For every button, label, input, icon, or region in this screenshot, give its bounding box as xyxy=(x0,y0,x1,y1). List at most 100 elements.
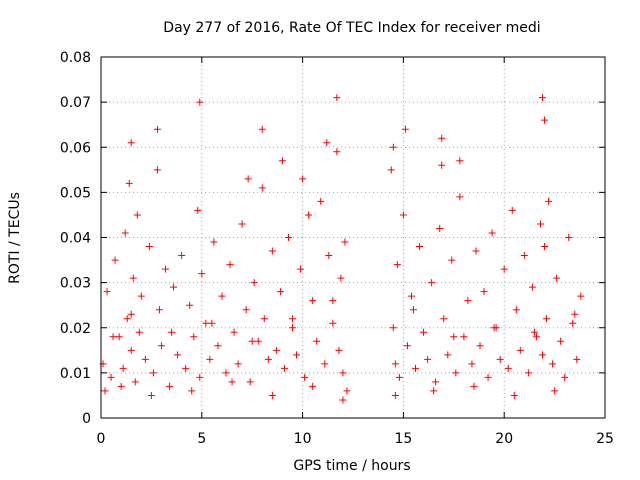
data-point xyxy=(444,351,452,359)
x-tick-label: 5 xyxy=(197,431,206,447)
data-point xyxy=(214,342,222,350)
data-point xyxy=(337,274,345,282)
data-point xyxy=(401,125,409,133)
data-point xyxy=(190,333,198,341)
data-point xyxy=(198,270,206,278)
y-tick-label: 0.03 xyxy=(60,276,91,292)
data-point xyxy=(432,378,440,386)
data-point xyxy=(561,373,569,381)
data-point xyxy=(278,157,286,165)
y-axis-label: ROTI / TECUs xyxy=(7,192,23,284)
data-point xyxy=(539,351,547,359)
data-point xyxy=(145,243,153,251)
data-point xyxy=(117,382,125,390)
data-point xyxy=(123,315,131,323)
data-point xyxy=(297,265,305,273)
data-point xyxy=(399,211,407,219)
data-point xyxy=(391,360,399,368)
data-point xyxy=(391,391,399,399)
data-point xyxy=(333,94,341,102)
data-point xyxy=(490,324,498,332)
data-point xyxy=(264,355,272,363)
data-point xyxy=(127,310,135,318)
data-point xyxy=(149,369,157,377)
data-point xyxy=(524,369,532,377)
data-point xyxy=(188,387,196,395)
y-tick-label: 0.02 xyxy=(60,321,91,337)
data-point xyxy=(321,360,329,368)
data-point xyxy=(393,261,401,269)
data-point xyxy=(153,166,161,174)
data-point xyxy=(289,324,297,332)
data-point xyxy=(250,279,258,287)
x-tick-label: 25 xyxy=(596,431,614,447)
data-points xyxy=(99,94,585,404)
data-point xyxy=(309,297,317,305)
data-point xyxy=(186,301,194,309)
y-tick-label: 0.04 xyxy=(60,231,91,247)
data-point xyxy=(258,125,266,133)
data-point xyxy=(407,292,415,300)
data-point xyxy=(472,247,480,255)
data-point xyxy=(196,373,204,381)
data-point xyxy=(107,373,115,381)
chart-title: Day 277 of 2016, Rate Of TEC Index for r… xyxy=(163,20,540,36)
data-point xyxy=(299,175,307,183)
data-point xyxy=(460,333,468,341)
data-point xyxy=(268,391,276,399)
data-point xyxy=(571,310,579,318)
data-point xyxy=(137,292,145,300)
data-point xyxy=(323,139,331,147)
data-point xyxy=(248,337,256,345)
data-point xyxy=(530,328,538,336)
data-point xyxy=(301,373,309,381)
data-point xyxy=(411,364,419,372)
data-point xyxy=(428,279,436,287)
data-point xyxy=(254,337,262,345)
data-point xyxy=(545,197,553,205)
data-point xyxy=(226,261,234,269)
data-point xyxy=(329,319,337,327)
data-point xyxy=(456,157,464,165)
data-point xyxy=(557,337,565,345)
data-point xyxy=(218,292,226,300)
data-point xyxy=(178,252,186,260)
data-point xyxy=(121,229,129,237)
data-point xyxy=(168,328,176,336)
y-tick-label: 0.08 xyxy=(60,50,91,66)
data-point xyxy=(430,387,438,395)
data-point xyxy=(206,355,214,363)
data-point xyxy=(532,333,540,341)
data-point xyxy=(202,319,210,327)
data-point xyxy=(577,292,585,300)
data-point xyxy=(103,288,111,296)
data-point xyxy=(305,211,313,219)
data-point xyxy=(500,265,508,273)
data-point xyxy=(228,378,236,386)
data-point xyxy=(127,139,135,147)
data-point xyxy=(141,355,149,363)
data-point xyxy=(512,306,520,314)
data-point xyxy=(196,98,204,106)
data-point xyxy=(464,297,472,305)
data-point xyxy=(166,382,174,390)
data-point xyxy=(127,346,135,354)
data-point xyxy=(155,306,163,314)
data-point xyxy=(129,274,137,282)
data-point xyxy=(387,166,395,174)
data-point xyxy=(280,364,288,372)
data-point xyxy=(268,247,276,255)
data-point xyxy=(343,387,351,395)
data-point xyxy=(246,378,254,386)
data-point xyxy=(424,355,432,363)
data-point xyxy=(448,256,456,264)
data-point xyxy=(409,306,417,314)
data-point xyxy=(470,382,478,390)
data-point xyxy=(111,256,119,264)
grid-lines xyxy=(101,57,605,418)
data-point xyxy=(543,315,551,323)
data-point xyxy=(573,355,581,363)
data-point xyxy=(194,206,202,214)
data-point xyxy=(238,220,246,228)
